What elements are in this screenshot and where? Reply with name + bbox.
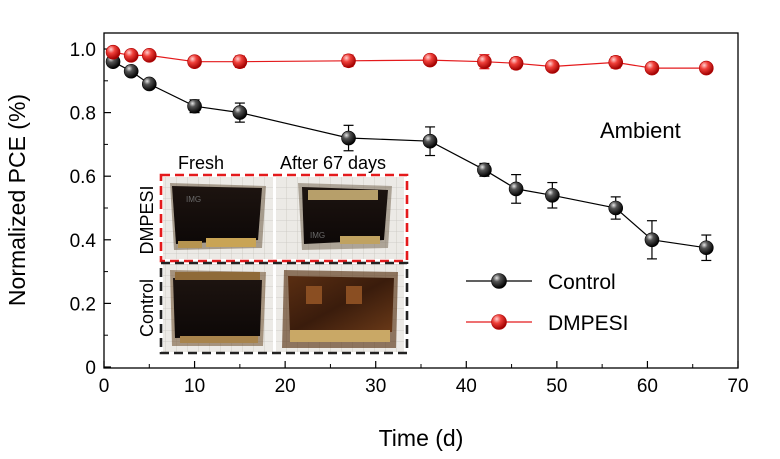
data-point-control (698, 240, 714, 256)
data-point-control (477, 162, 492, 178)
data-point-control (644, 232, 660, 248)
y-tick-label: 0.8 (70, 104, 96, 125)
data-point-dmpesi (698, 60, 714, 76)
x-tick-label: 20 (275, 376, 296, 397)
inset-row-label-dmpesi: DMPESI (137, 185, 157, 254)
x-tick-label: 30 (365, 376, 386, 397)
data-point-dmpesi (508, 56, 524, 71)
data-point-control (545, 187, 560, 203)
legend-marker-control (491, 273, 507, 289)
data-point-control (141, 76, 157, 92)
series-control (105, 54, 714, 262)
y-axis-label: Normalized PCE (%) (4, 94, 30, 306)
x-axis: 0 10 20 30 40 50 60 70 (99, 361, 749, 397)
data-point-dmpesi (123, 48, 139, 63)
x-tick-label: 60 (637, 376, 658, 397)
legend-marker-dmpesi (491, 314, 507, 330)
series-dmpesi (105, 44, 714, 76)
y-tick-label: 1.0 (70, 40, 96, 61)
legend-label-control: Control (548, 271, 616, 294)
x-tick-label: 40 (456, 376, 477, 397)
inset-col-label-aged: After 67 days (280, 153, 386, 173)
watermark-img: IMG (186, 195, 201, 204)
data-point-control (608, 200, 624, 216)
data-point-dmpesi (644, 60, 660, 76)
legend-label-dmpesi: DMPESI (548, 312, 629, 335)
data-point-dmpesi (422, 52, 438, 68)
y-tick-label: 0.2 (70, 294, 96, 315)
data-point-control (123, 63, 139, 79)
data-point-control (422, 133, 438, 149)
ambient-annotation: Ambient (600, 118, 681, 143)
y-tick-label: 0 (85, 358, 96, 379)
y-axis: 0 0.2 0.4 0.6 0.8 1.0 (70, 40, 111, 379)
x-tick-label: 10 (184, 376, 205, 397)
data-point-dmpesi (232, 54, 248, 70)
y-tick-label: 0.6 (70, 167, 96, 188)
data-point-dmpesi (105, 44, 121, 60)
data-point-dmpesi (341, 53, 356, 69)
inset-row-label-control: Control (137, 279, 157, 337)
data-point-dmpesi (608, 55, 624, 70)
x-tick-label: 70 (727, 376, 748, 397)
data-point-dmpesi (477, 54, 492, 70)
x-tick-label: 0 (99, 376, 110, 397)
x-axis-label: Time (d) (379, 425, 464, 451)
x-tick-label: 50 (546, 376, 567, 397)
legend: Control DMPESI (466, 271, 629, 335)
data-point-control (508, 181, 524, 197)
inset-col-label-fresh: Fresh (178, 153, 224, 173)
data-point-control (232, 105, 248, 120)
inset-dmpesi-border (159, 173, 409, 263)
data-point-dmpesi (187, 54, 202, 70)
inset-photos: Fresh After 67 days DMPESI Control IMG I… (137, 153, 409, 355)
data-point-dmpesi (545, 59, 560, 74)
data-point-dmpesi (141, 48, 157, 63)
watermark-img-2: IMG (310, 231, 325, 240)
data-point-control (187, 98, 202, 114)
y-tick-label: 0.4 (70, 231, 97, 252)
data-point-control (341, 130, 356, 146)
series-layer (105, 44, 714, 262)
